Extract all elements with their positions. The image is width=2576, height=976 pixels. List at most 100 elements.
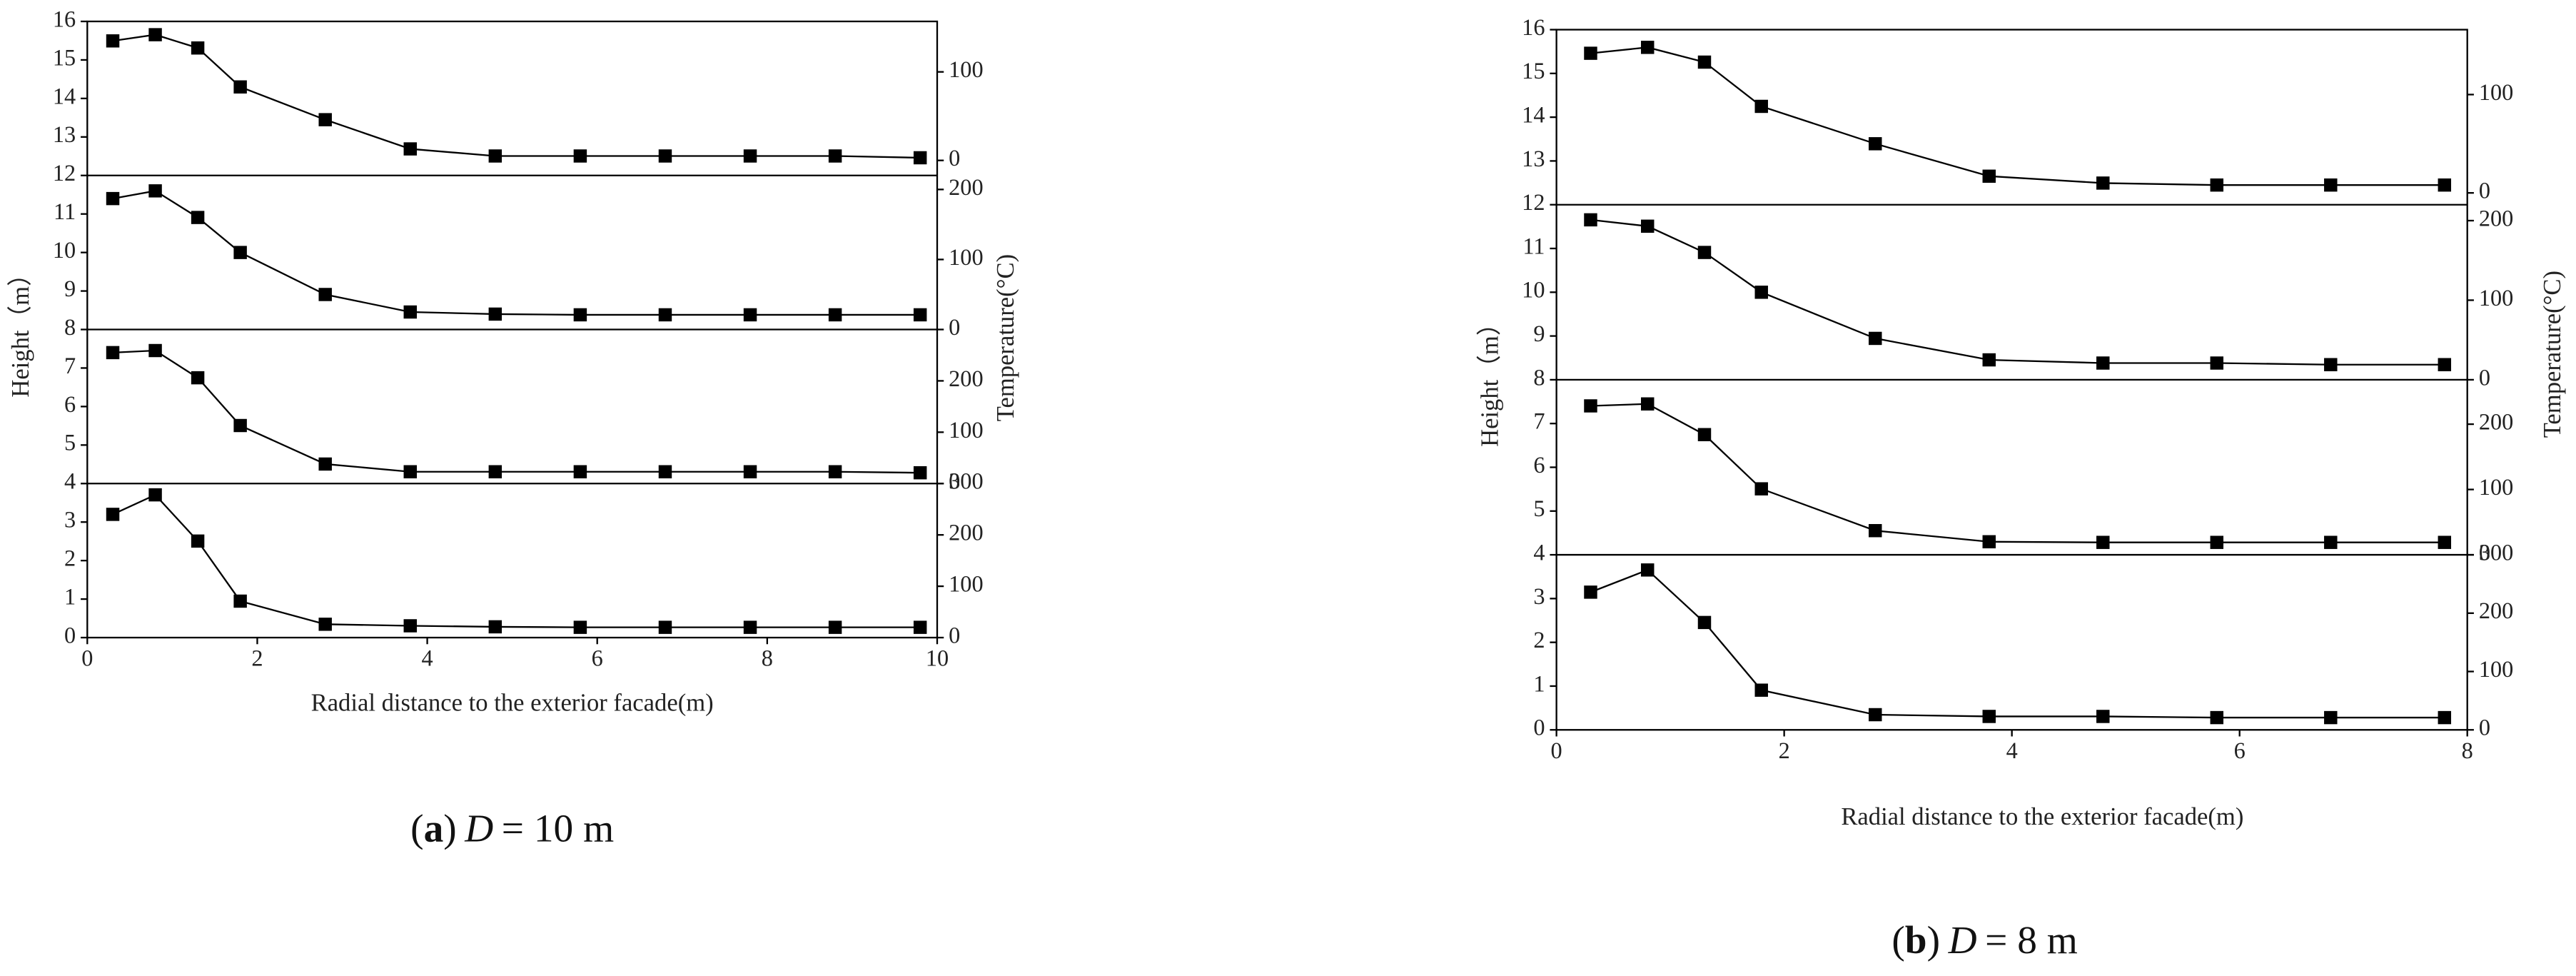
- series-line: [1590, 46, 2445, 186]
- marker: [2096, 710, 2110, 723]
- caption: (a) D = 10 m: [410, 806, 614, 850]
- marker: [1982, 535, 1996, 549]
- marker: [106, 508, 120, 521]
- y-tick-label: 16: [1522, 14, 1545, 40]
- marker: [233, 246, 247, 259]
- series-line: [112, 34, 921, 159]
- caption-part: D: [464, 806, 493, 850]
- marker: [318, 288, 332, 301]
- marker: [658, 465, 672, 478]
- x-tick-label: 6: [2234, 738, 2246, 763]
- marker: [403, 465, 417, 478]
- x-axis-label: Radial distance to the exterior facade(m…: [311, 690, 714, 717]
- x-tick-label: 2: [1779, 738, 1790, 763]
- series-line: [1590, 403, 2445, 543]
- marker: [2210, 535, 2224, 549]
- marker: [488, 149, 502, 163]
- marker: [828, 308, 842, 322]
- y2-axis-label: Temperature(°C): [2539, 271, 2566, 438]
- marker: [318, 113, 332, 126]
- y-tick-label: 14: [53, 83, 76, 109]
- y2-tick-label: 300: [2479, 539, 2513, 565]
- marker: [743, 149, 757, 163]
- marker: [913, 466, 927, 480]
- x-tick-label: 4: [421, 645, 433, 671]
- x-tick-label: 4: [2006, 738, 2018, 763]
- y-tick-label: 9: [64, 276, 76, 301]
- marker: [1754, 482, 1768, 495]
- y-tick-label: 1: [64, 583, 76, 609]
- y2-tick-label: 200: [2479, 409, 2513, 435]
- y2-tick-label: 0: [949, 145, 960, 171]
- caption-part: b: [1905, 918, 1927, 962]
- marker: [2324, 710, 2338, 725]
- y2-tick-label: 200: [949, 174, 983, 200]
- y-tick-label: 16: [53, 6, 76, 31]
- y2-tick-label: 100: [949, 56, 983, 82]
- y2-tick-label: 100: [2479, 285, 2513, 311]
- caption: (b) D = 8 m: [1891, 918, 2077, 962]
- marker: [488, 307, 502, 321]
- y-tick-label: 15: [53, 44, 76, 70]
- marker: [828, 149, 842, 163]
- y-axis-label: Height（m）: [7, 261, 34, 397]
- y-tick-label: 2: [64, 545, 76, 571]
- caption-part: (: [1891, 918, 1904, 962]
- marker: [191, 41, 205, 55]
- marker: [2210, 710, 2224, 725]
- marker: [148, 28, 162, 41]
- y2-tick-label: 200: [2479, 205, 2513, 231]
- marker: [1641, 397, 1655, 411]
- y-tick-label: 6: [1533, 452, 1545, 478]
- y-tick-label: 2: [1533, 627, 1545, 653]
- x-tick-label: 2: [251, 645, 263, 671]
- marker: [403, 619, 417, 633]
- marker: [1584, 585, 1597, 599]
- y2-tick-label: 200: [949, 520, 983, 545]
- marker: [403, 142, 417, 156]
- y-tick-label: 5: [1533, 495, 1545, 521]
- marker: [1697, 55, 1712, 69]
- marker: [2210, 178, 2224, 192]
- marker: [106, 346, 120, 360]
- marker: [2438, 535, 2452, 549]
- marker: [403, 305, 417, 319]
- y-tick-label: 1: [1533, 670, 1545, 696]
- marker: [658, 620, 672, 634]
- series-line: [112, 493, 921, 628]
- marker: [1982, 353, 1996, 367]
- y-tick-label: 8: [64, 314, 76, 340]
- y-tick-label: 0: [1533, 715, 1545, 740]
- marker: [913, 151, 927, 165]
- marker: [1641, 563, 1655, 577]
- marker: [913, 620, 927, 634]
- y-tick-label: 7: [64, 353, 76, 378]
- y-tick-label: 10: [53, 237, 76, 263]
- marker: [191, 371, 205, 385]
- marker: [233, 80, 247, 94]
- y-tick-label: 12: [1522, 189, 1545, 215]
- caption-part: a: [424, 806, 444, 850]
- caption-part: (: [410, 806, 423, 850]
- marker: [2324, 358, 2338, 371]
- series-line: [112, 349, 921, 474]
- marker: [573, 465, 587, 478]
- marker: [1697, 246, 1712, 259]
- y-tick-label: 13: [1522, 146, 1545, 171]
- y2-tick-label: 0: [2479, 364, 2490, 390]
- marker: [2210, 356, 2224, 370]
- y-tick-label: 7: [1533, 408, 1545, 434]
- x-tick-label: 6: [592, 645, 603, 671]
- y-tick-label: 8: [1533, 364, 1545, 390]
- marker: [1869, 523, 1882, 538]
- marker: [106, 191, 120, 206]
- y-tick-label: 9: [1533, 321, 1545, 346]
- y-tick-label: 0: [64, 622, 76, 648]
- x-tick-label: 0: [81, 645, 93, 671]
- y-tick-label: 11: [1522, 233, 1545, 258]
- y2-tick-label: 0: [2479, 539, 2490, 565]
- x-axis-label: Radial distance to the exterior facade(m…: [1841, 803, 2243, 830]
- marker: [1869, 137, 1882, 151]
